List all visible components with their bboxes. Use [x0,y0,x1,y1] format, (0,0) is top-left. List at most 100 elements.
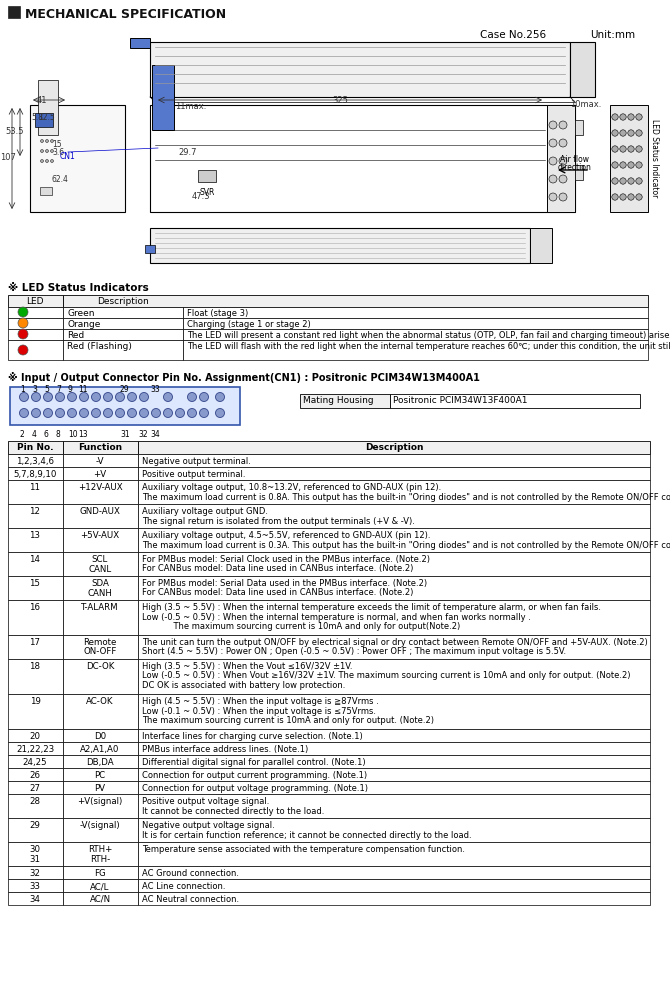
Text: SVR: SVR [200,188,215,197]
Text: MECHANICAL SPECIFICATION: MECHANICAL SPECIFICATION [25,8,226,21]
Circle shape [628,162,634,168]
Bar [8,329,63,340]
Circle shape [549,121,557,129]
Text: CANL: CANL [88,565,112,574]
Circle shape [139,408,149,417]
Text: Function: Function [78,443,122,452]
Bar [8,528,63,552]
Circle shape [216,392,224,401]
Circle shape [103,392,113,401]
Circle shape [56,392,64,401]
Text: Green: Green [67,309,94,318]
Bar [138,441,650,454]
Circle shape [31,408,40,417]
Circle shape [127,408,137,417]
Text: The LED will flash with the red light when the internal temperature reaches 60℃;: The LED will flash with the red light wh… [187,342,670,351]
Text: 10: 10 [68,430,78,439]
Circle shape [628,146,634,153]
Text: 33: 33 [150,385,159,394]
Text: Connection for output current programming. (Note.1): Connection for output current programmin… [142,771,367,780]
Text: High (3.5 ~ 5.5V) : When the internal temperature exceeds the limit of temperatu: High (3.5 ~ 5.5V) : When the internal te… [142,603,601,612]
Bar [8,454,63,467]
Text: 20: 20 [29,732,40,741]
Bar [138,576,650,600]
Bar [63,576,138,600]
Bar [63,794,138,818]
Bar [8,768,63,781]
Text: Description: Description [97,297,149,306]
Text: Differential digital signal for parallel control. (Note.1): Differential digital signal for parallel… [142,758,366,767]
Bar [610,105,648,212]
Circle shape [127,392,137,401]
Circle shape [636,194,643,200]
Bar [63,892,138,905]
Bar [138,842,650,866]
Bar [8,295,63,307]
Bar [150,42,570,97]
Text: SDA: SDA [91,579,109,588]
Circle shape [636,162,643,168]
Bar [8,318,63,329]
Text: ※ Input / Output Connector Pin No. Assignment(CN1) : Positronic PCIM34W13M400A1: ※ Input / Output Connector Pin No. Assig… [8,372,480,383]
Bar [575,165,583,180]
Text: ON-OFF: ON-OFF [83,647,117,656]
Bar [138,694,650,729]
Text: Low (-0.5 ~ 0.5V) : When the internal temperature is normal, and when fan works : Low (-0.5 ~ 0.5V) : When the internal te… [142,612,531,621]
Text: Unit:mm: Unit:mm [590,30,635,40]
Circle shape [68,392,76,401]
Text: Low (-0.5 ~ 0.5V) : When Vout ≥16V/32V ±1V. The maximum sourcing current is 10mA: Low (-0.5 ~ 0.5V) : When Vout ≥16V/32V ±… [142,672,630,681]
Bar [63,768,138,781]
Text: PC: PC [94,771,106,780]
Text: Charging (stage 1 or stage 2): Charging (stage 1 or stage 2) [187,320,311,329]
Bar [150,228,530,263]
Text: For CANBus model: Data line used in CANBus interface. (Note.2): For CANBus model: Data line used in CANB… [142,589,413,598]
Text: 11: 11 [78,385,88,394]
Text: It is for certain function reference; it cannot be connected directly to the loa: It is for certain function reference; it… [142,830,472,839]
Bar [183,340,648,360]
Circle shape [188,392,196,401]
Circle shape [50,140,54,143]
Bar [8,504,63,528]
Circle shape [612,146,618,153]
Bar [63,480,138,504]
Bar [138,467,650,480]
Circle shape [559,193,567,201]
Text: 7: 7 [56,385,61,394]
Bar [138,480,650,504]
Circle shape [139,392,149,401]
Text: Remote: Remote [83,638,117,647]
Bar [40,187,52,195]
Text: The LED will present a constant red light when the abnormal status (OTP, OLP, fa: The LED will present a constant red ligh… [187,331,670,340]
Circle shape [612,114,618,120]
Circle shape [549,175,557,183]
Bar [138,892,650,905]
Text: 1: 1 [20,385,25,394]
Bar [145,245,155,253]
Bar [8,794,63,818]
Text: Interface lines for charging curve selection. (Note.1): Interface lines for charging curve selec… [142,732,362,741]
Text: 12: 12 [29,507,40,516]
Text: 33: 33 [29,882,40,891]
Bar [8,307,63,318]
Text: +V: +V [93,470,107,479]
Circle shape [40,160,44,163]
Circle shape [620,194,626,200]
Bar [8,755,63,768]
Bar [8,576,63,600]
Circle shape [200,392,208,401]
Bar [63,528,138,552]
Circle shape [19,392,29,401]
Circle shape [636,114,643,120]
Text: Negative output voltage signal.: Negative output voltage signal. [142,821,275,830]
Circle shape [40,140,44,143]
Circle shape [628,130,634,136]
Text: 2: 2 [20,430,25,439]
Bar [63,742,138,755]
Bar [8,480,63,504]
Text: Orange: Orange [67,320,100,329]
Text: LED: LED [26,297,44,306]
Text: 9: 9 [68,385,73,394]
Text: 34: 34 [29,895,40,904]
Text: 11: 11 [29,483,40,492]
Text: 4: 4 [32,430,37,439]
